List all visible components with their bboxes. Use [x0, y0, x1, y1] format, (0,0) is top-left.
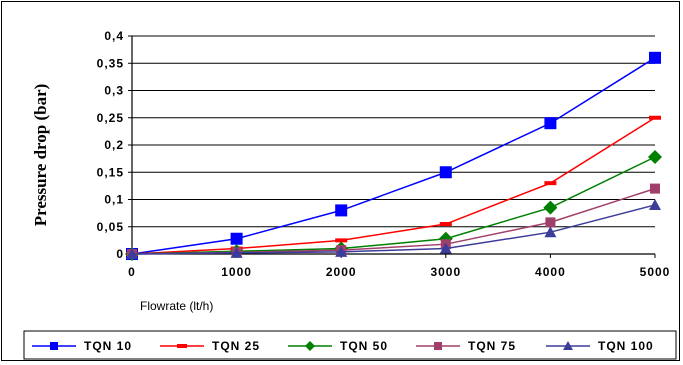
series-group: [125, 51, 662, 261]
y-tick-label: 0,35: [97, 56, 124, 70]
legend-label: TQN 10: [84, 339, 132, 353]
series-tqn-100: [126, 198, 661, 259]
data-point: [439, 166, 452, 179]
series-tqn-25: [126, 115, 661, 256]
data-point: [544, 181, 557, 186]
y-tick-label: 0,1: [104, 193, 124, 207]
y-tick-label: 0,05: [97, 220, 124, 234]
data-point: [335, 238, 348, 243]
legend-item: TQN 100: [546, 339, 654, 353]
x-tick-label: 4000: [535, 265, 566, 279]
series-tqn-50: [125, 149, 662, 261]
data-point: [126, 248, 138, 259]
legend-swatch-marker: [563, 341, 573, 350]
x-tick-label: 5000: [640, 265, 671, 279]
legend: TQN 10 TQN 25 TQN 50 TQN 75 TQN 100: [32, 339, 654, 353]
legend-swatch-marker: [177, 344, 187, 348]
data-point: [649, 115, 661, 120]
legend-swatch-marker: [305, 341, 315, 351]
legend-item: TQN 25: [160, 339, 260, 353]
legend-label: TQN 75: [468, 339, 516, 353]
data-point: [230, 246, 243, 258]
data-point: [648, 149, 662, 164]
x-axis-label: Flowrate (lt/h): [140, 299, 213, 313]
axes: [128, 35, 656, 258]
data-point: [544, 226, 557, 238]
series-tqn-75: [127, 183, 660, 259]
legend-label: TQN 25: [212, 339, 260, 353]
legend-label: TQN 100: [598, 339, 654, 353]
data-point: [543, 200, 558, 215]
series-line: [131, 57, 656, 255]
x-tick-label: 2000: [326, 265, 357, 279]
y-tick-label: 0,15: [97, 165, 124, 179]
data-point: [544, 117, 557, 130]
series-line: [131, 204, 656, 255]
y-tick-label: 0,4: [104, 29, 124, 43]
x-tick-labels: 0 1000 2000 3000 4000 5000: [128, 265, 671, 279]
legend-swatch-marker: [434, 342, 442, 350]
data-point: [230, 232, 243, 245]
series-line: [131, 117, 656, 255]
y-tick-label: 0,3: [104, 84, 124, 98]
y-tick-label: 0,2: [104, 138, 124, 152]
series-line: [131, 156, 656, 255]
x-tick-label: 1000: [221, 265, 252, 279]
data-point: [649, 51, 661, 64]
data-point: [335, 204, 348, 217]
data-point: [650, 183, 660, 194]
legend-item: TQN 50: [288, 339, 388, 353]
legend-label: TQN 50: [340, 339, 388, 353]
x-tick-label: 0: [128, 265, 136, 279]
series-tqn-10: [126, 51, 661, 260]
data-point: [335, 245, 348, 257]
y-tick-label: 0: [116, 247, 124, 261]
legend-item: TQN 10: [32, 339, 132, 353]
grid-lines: [132, 35, 655, 228]
data-point: [545, 217, 556, 228]
legend-swatch-marker: [50, 342, 58, 350]
y-tick-labels: 0 0,05 0,1 0,15 0,2 0,25 0,3 0,35 0,4: [97, 29, 124, 261]
data-point: [649, 198, 661, 210]
data-point: [439, 242, 452, 254]
y-tick-label: 0,25: [97, 111, 124, 125]
x-tick-label: 3000: [430, 265, 461, 279]
y-axis-label: Pressure drop (bar): [31, 84, 50, 227]
data-point: [439, 222, 452, 227]
legend-item: TQN 75: [416, 339, 516, 353]
